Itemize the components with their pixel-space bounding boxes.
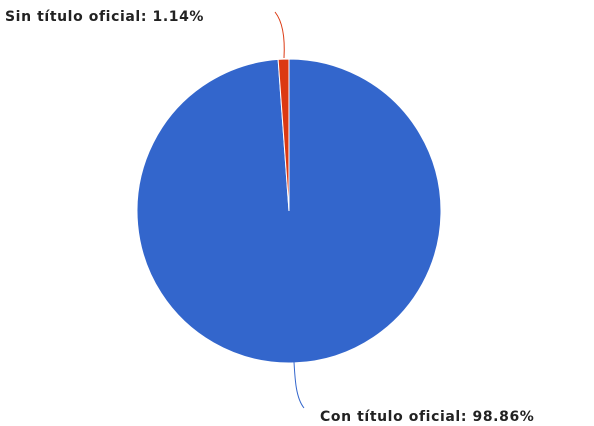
- slice-label-con-titulo: Con título oficial: 98.86%: [320, 409, 534, 425]
- pie-slices: [136, 58, 442, 364]
- leader-line-sin-titulo: [274, 11, 285, 59]
- leader-line-con-titulo: [293, 361, 305, 409]
- slice-label-sin-titulo: Sin título oficial: 1.14%: [5, 9, 204, 25]
- pie-slice-sin-titulo: [277, 58, 290, 212]
